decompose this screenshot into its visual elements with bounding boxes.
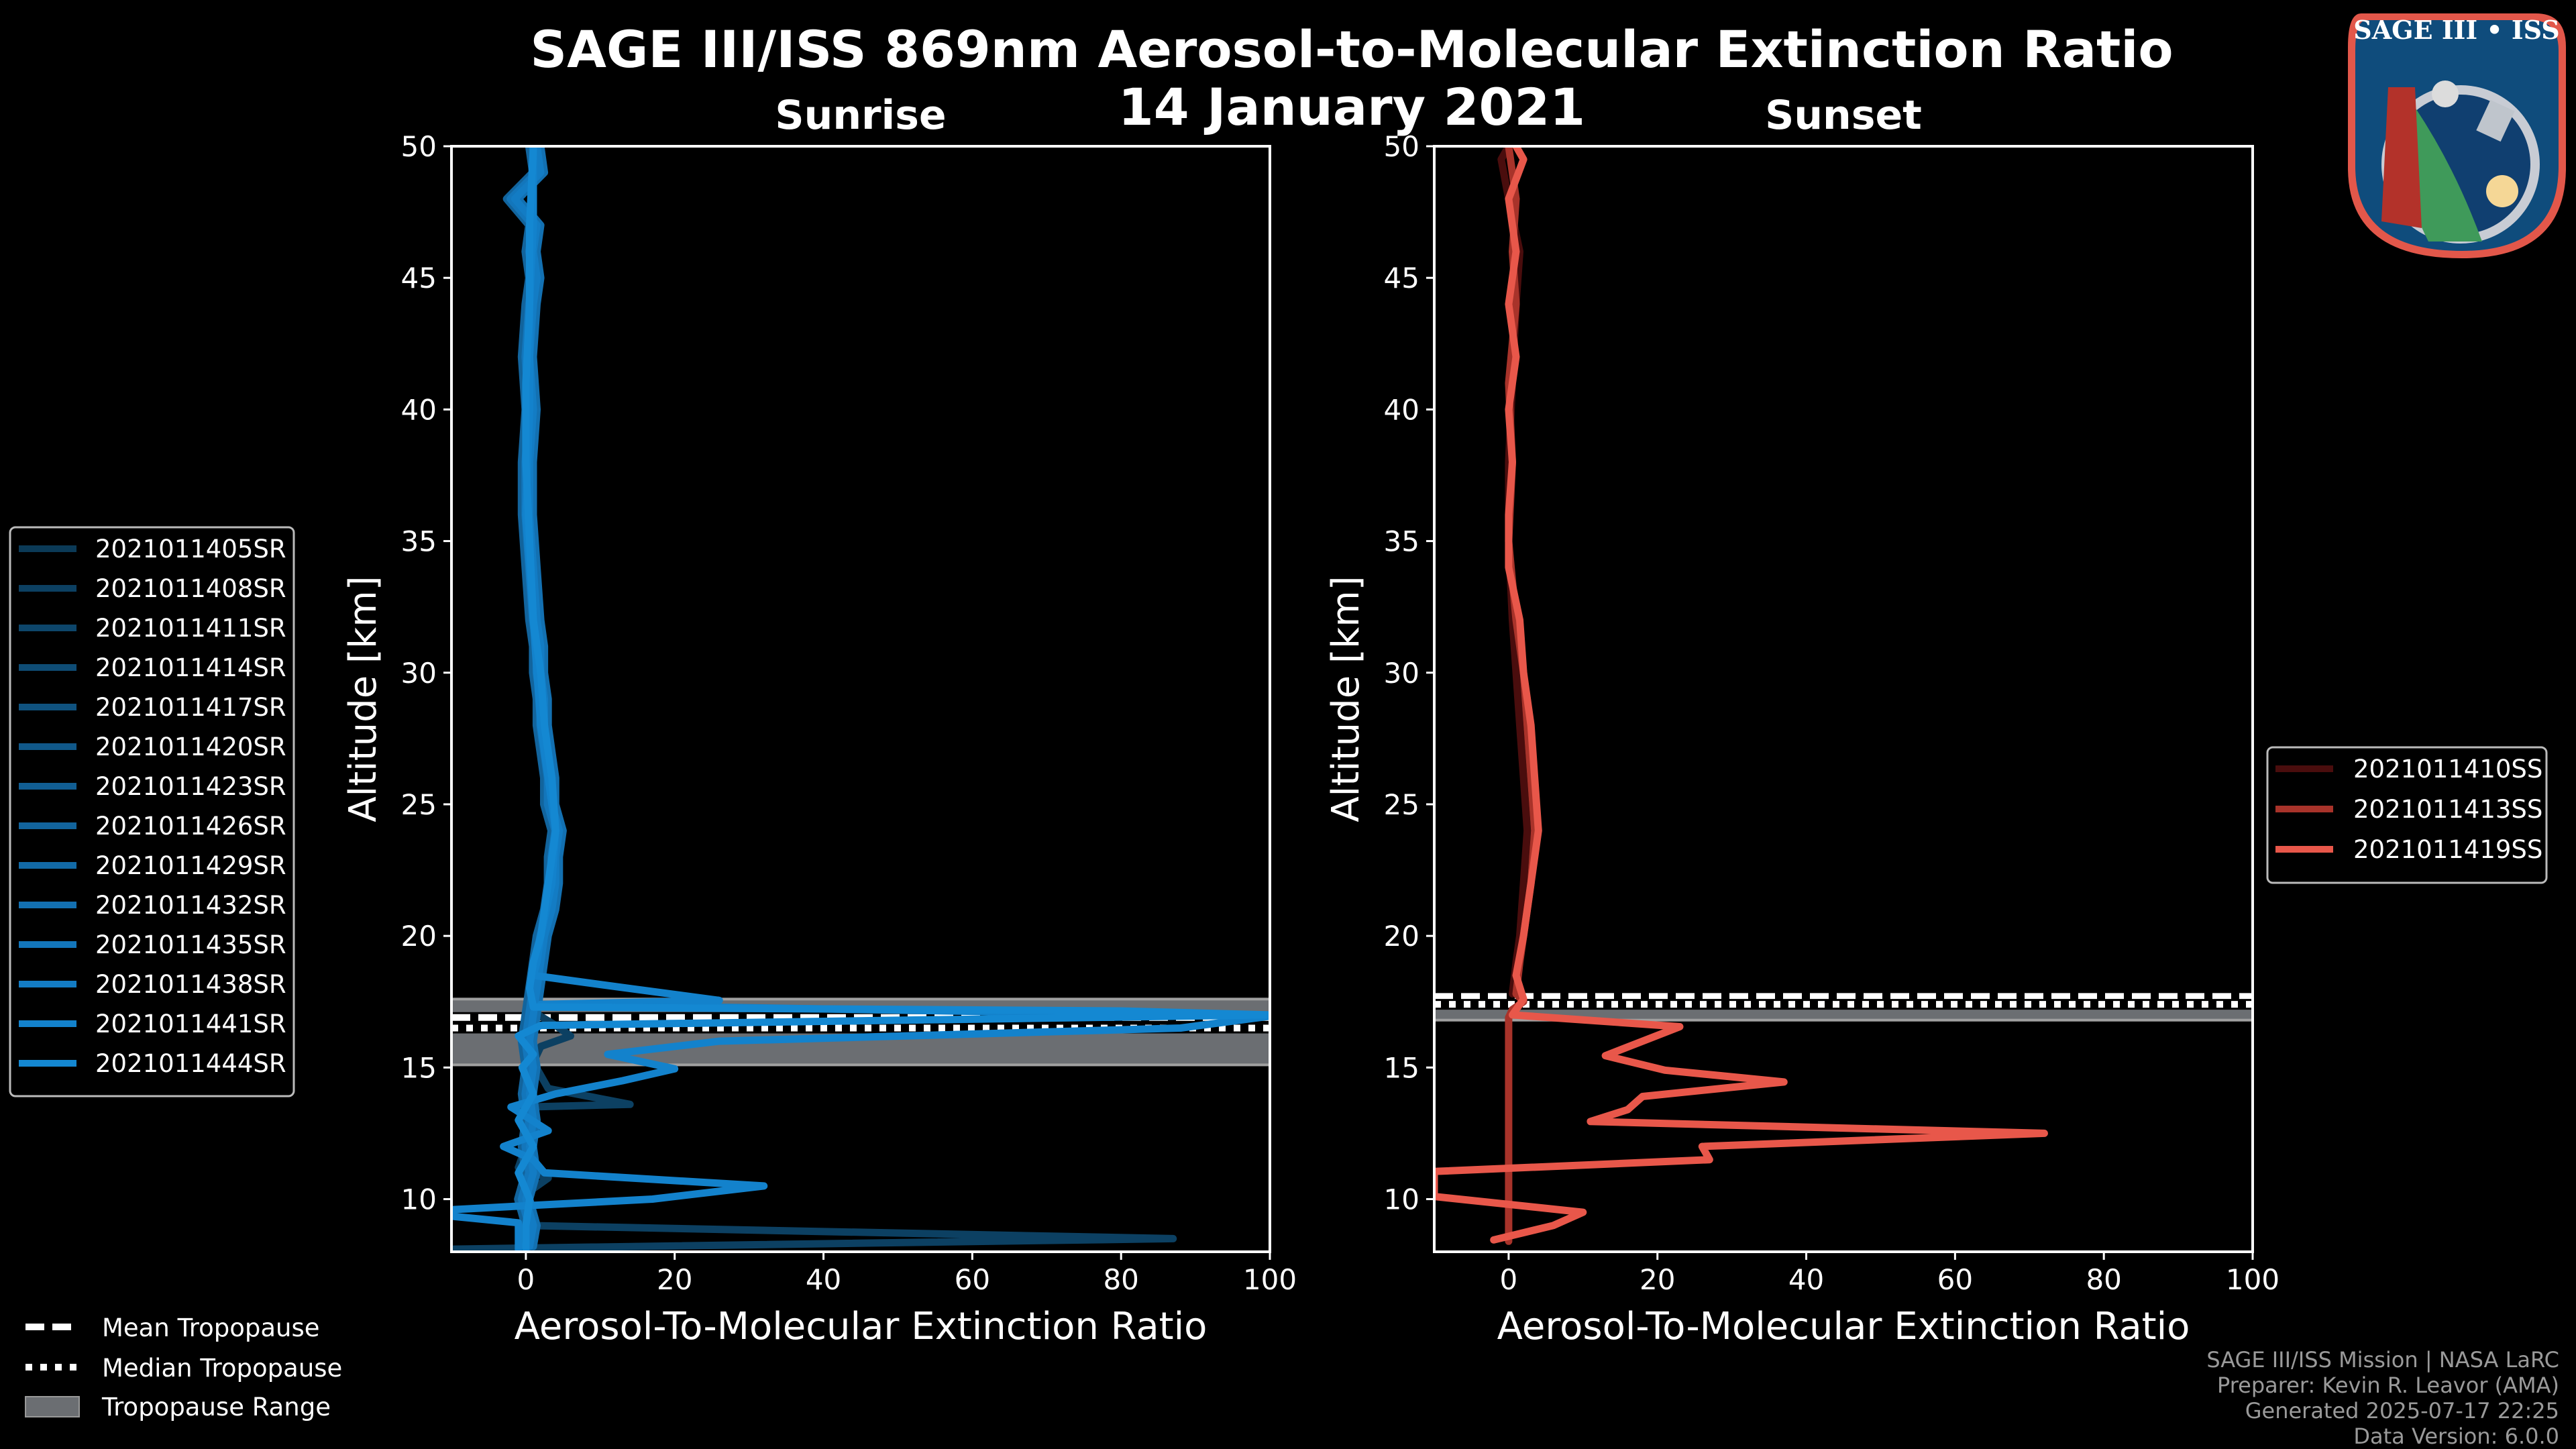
credit-line: Generated 2025-07-17 22:25 [2245, 1398, 2559, 1424]
plot-area [1434, 146, 2253, 1252]
panel-title: Sunrise [775, 92, 946, 139]
legend-label: 2021011419SS [2353, 835, 2542, 864]
y-axis-label: Altitude [km] [341, 576, 385, 822]
mean-tropopause-label: Mean Tropopause [102, 1313, 320, 1342]
legend-label: 2021011420SR [95, 733, 286, 761]
credit-line: SAGE III/ISS Mission | NASA LaRC [2206, 1347, 2559, 1373]
sunset-panel: Sunset 0 20 40 60 80 100 10 15 20 25 30 35 40 45 50 Aero… [1324, 92, 2548, 1348]
legend-label: 2021011444SR [95, 1049, 286, 1078]
sunrise-panel: Sunrise 0 20 40 60 80 100 10 15 20 25 30 35 40 45 50 Aer… [9, 92, 1297, 1348]
y-tick-label: 10 [401, 1183, 437, 1216]
legend-label: 2021011408SR [95, 574, 286, 603]
figure-title: SAGE III/ISS 869nm Aerosol-to-Molecular … [530, 19, 2173, 79]
x-tick-label: 60 [955, 1263, 990, 1296]
y-tick-label: 45 [401, 262, 437, 294]
x-tick-label: 80 [2086, 1263, 2121, 1296]
panel-title: Sunset [1765, 92, 1922, 139]
y-tick-label: 50 [1384, 130, 1419, 163]
y-axis-label: Altitude [km] [1324, 576, 1368, 822]
x-tick-label: 100 [1243, 1263, 1297, 1296]
x-tick-label: 80 [1103, 1263, 1138, 1296]
sage-iii-iss-logo: SAGE III • ISS [2348, 13, 2566, 258]
legend-label: 2021011405SR [95, 535, 286, 564]
plot-content [1434, 146, 2253, 1245]
legend-label: 2021011411SR [95, 614, 286, 643]
x-axis-label: Aerosol-To-Molecular Extinction Ratio [515, 1305, 1208, 1348]
x-tick-label: 20 [1640, 1263, 1675, 1296]
legend-label: 2021011417SR [95, 693, 286, 722]
y-tick-label: 30 [401, 657, 437, 690]
series-legend: 2021011410SS 2021011413SS 2021011419SS [2266, 746, 2548, 884]
y-tick-label: 50 [401, 130, 437, 163]
credit-line: Preparer: Kevin R. Leavor (AMA) [2217, 1373, 2559, 1398]
legend-label: 2021011429SR [95, 851, 286, 880]
figure-date: 14 January 2021 [1118, 77, 1585, 137]
legend-label: 2021011441SR [95, 1010, 286, 1038]
x-axis-label: Aerosol-To-Molecular Extinction Ratio [1497, 1305, 2190, 1348]
y-tick-label: 30 [1384, 657, 1419, 690]
x-tick-label: 20 [657, 1263, 692, 1296]
tropopause-legend: Mean Tropopause Median Tropopause Tropop… [25, 1313, 342, 1421]
x-tick-label: 60 [1937, 1263, 1973, 1296]
legend-label: 2021011432SR [95, 891, 286, 920]
series-line-2021011444SR [515, 146, 1270, 1252]
legend-label: 2021011413SS [2353, 795, 2542, 824]
y-tick-label: 15 [1384, 1051, 1419, 1084]
legend-box [2266, 746, 2548, 884]
x-tick-label: 0 [517, 1263, 535, 1296]
y-tick-label: 35 [1384, 525, 1419, 558]
y-tick-label: 35 [401, 525, 437, 558]
y-tick-label: 40 [1384, 393, 1419, 426]
legend-label: 2021011435SR [95, 930, 286, 959]
tropopause-range-label: Tropopause Range [101, 1393, 331, 1421]
legend-label: 2021011426SR [95, 812, 286, 841]
y-tick-label: 25 [1384, 788, 1419, 821]
legend-label: 2021011414SR [95, 653, 286, 682]
legend-label: 2021011423SR [95, 772, 286, 801]
y-tick-label: 15 [401, 1051, 437, 1084]
tropopause-range-swatch [25, 1396, 80, 1417]
y-tick-label: 10 [1384, 1183, 1419, 1216]
axes-frame [450, 145, 1271, 1253]
plot-content [451, 146, 1270, 1252]
y-tick-label: 20 [1384, 920, 1419, 953]
y-tick-label: 25 [401, 788, 437, 821]
x-tick-label: 40 [806, 1263, 841, 1296]
axes-frame [1433, 145, 2254, 1253]
credits: SAGE III/ISS Mission | NASA LaRC Prepare… [2206, 1347, 2559, 1449]
series-legend: 2021011405SR 2021011408SR 2021011411SR 2021… [9, 526, 295, 1097]
logo-title: SAGE III • ISS [2353, 15, 2559, 45]
credit-line: Data Version: 6.0.0 [2353, 1424, 2559, 1449]
legend-label: 2021011438SR [95, 970, 286, 999]
x-tick-label: 100 [2226, 1263, 2279, 1296]
plot-area [451, 146, 1270, 1252]
median-tropopause-label: Median Tropopause [102, 1354, 342, 1383]
x-tick-label: 0 [1500, 1263, 1518, 1296]
legend-label: 2021011410SS [2353, 755, 2542, 784]
y-tick-label: 40 [401, 393, 437, 426]
x-tick-label: 40 [1788, 1263, 1824, 1296]
legend-box [9, 526, 295, 1097]
y-tick-label: 45 [1384, 262, 1419, 294]
series-line-2021011419SS [1434, 146, 2048, 1244]
y-tick-label: 20 [401, 920, 437, 953]
